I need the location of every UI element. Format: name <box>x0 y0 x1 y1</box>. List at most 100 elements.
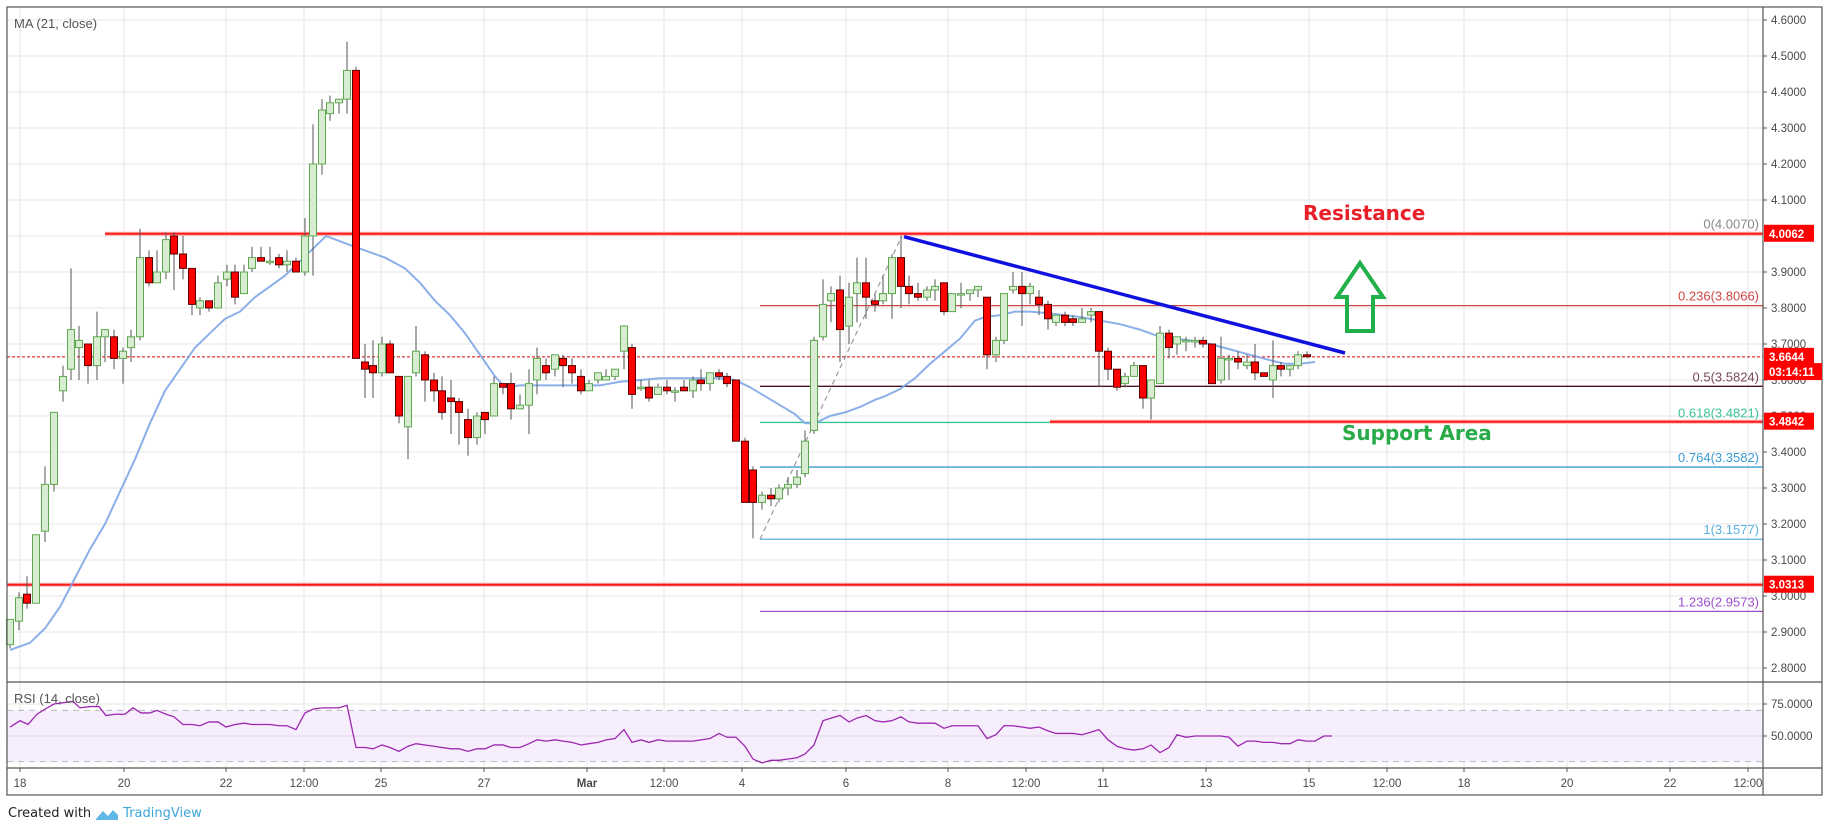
candle-up <box>32 534 40 604</box>
descending-trendline[interactable] <box>903 235 1346 355</box>
rsi-axis: 75.0000 50.0000 <box>1763 699 1813 743</box>
candle-up <box>801 440 809 475</box>
price-tick-label: 3.8000 <box>1771 303 1806 315</box>
candle-up <box>404 375 412 428</box>
candle-down <box>438 390 446 413</box>
price-tick-label: 3.3000 <box>1771 483 1806 495</box>
fib-level-label: 1(3.1577) <box>1703 522 1759 537</box>
candle-up <box>412 350 420 374</box>
candle-up <box>551 354 559 370</box>
candle-up <box>620 325 628 352</box>
price-tick-label: 4.1000 <box>1771 195 1806 207</box>
candlestick-series <box>6 41 1311 649</box>
candle-up <box>214 282 222 309</box>
candle-down <box>1208 343 1216 385</box>
candle-up <box>119 350 127 359</box>
price-tick-label: 3.0000 <box>1771 591 1806 603</box>
price-axis[interactable]: 4.6000 4.5000 4.4000 4.3000 4.2000 4.1000 3.90… <box>1763 15 1822 675</box>
candle-down <box>430 379 438 392</box>
candle-down <box>447 397 455 403</box>
price-badge-label: 03:14:11 <box>1769 367 1815 379</box>
candle-up <box>853 282 861 295</box>
candle-up <box>1217 357 1225 381</box>
fib-level-label: 0.5(3.5824) <box>1693 369 1760 384</box>
candle-up <box>162 239 170 273</box>
candle-down <box>369 365 377 374</box>
price-badge[interactable] <box>1764 347 1814 365</box>
rsi-polyline <box>9 700 1332 764</box>
time-axis[interactable]: 18 20 22 12:00 25 27 Mar 12:00 4 6 8 12:00 11 13 15 12:… <box>14 768 1763 790</box>
price-tick-label: 3.4000 <box>1771 447 1806 459</box>
candle-down <box>292 260 300 273</box>
candle-up <box>15 597 23 622</box>
time-tick-label: 20 <box>118 778 131 790</box>
resistance-label: Resistance <box>1303 201 1425 225</box>
time-tick-label: 25 <box>375 778 388 790</box>
candle-down <box>732 379 740 442</box>
candle-down <box>914 293 922 298</box>
candle-up <box>127 336 135 349</box>
time-tick-label: 12:00 <box>1734 778 1763 790</box>
footer-credit[interactable]: Created with TradingView <box>8 806 202 821</box>
price-badge[interactable] <box>1764 363 1822 381</box>
tradingview-logo-icon <box>96 809 119 820</box>
candle-down <box>697 379 705 385</box>
candle-down <box>1139 365 1147 399</box>
candle-down <box>871 300 879 305</box>
candle-down <box>542 365 550 374</box>
time-tick-label: 18 <box>14 778 27 790</box>
candle-down <box>1303 354 1311 358</box>
candle-down <box>257 257 265 262</box>
candle-down <box>680 386 688 392</box>
price-badge-label: 3.6644 <box>1769 352 1805 364</box>
candle-up <box>1052 314 1060 323</box>
time-tick-label: 27 <box>478 778 491 790</box>
candle-up <box>153 271 161 284</box>
candle-down <box>170 235 178 255</box>
fibonacci-retracement[interactable]: 0(4.0070) 0.236(3.8066) 0.5(3.5824) 0.618(3… <box>759 216 1763 613</box>
candle-up <box>594 372 602 381</box>
chart-frame <box>6 6 1823 796</box>
rsi-tick-label: 75.0000 <box>1771 699 1813 711</box>
trendline-segment[interactable] <box>903 235 1346 355</box>
price-badge[interactable] <box>1764 412 1814 430</box>
ma-indicator-label[interactable]: MA (21, close) <box>14 16 97 31</box>
candle-down <box>1104 350 1112 370</box>
price-badge[interactable] <box>1764 575 1814 593</box>
horizontal-levels[interactable] <box>7 231 1763 587</box>
candle-up <box>784 483 792 489</box>
time-tick-label: 11 <box>1097 778 1109 790</box>
time-tick-label: 4 <box>739 778 746 790</box>
candle-up <box>819 303 827 338</box>
candle-up <box>223 271 231 280</box>
candle-up <box>301 235 309 273</box>
fib-trend-line[interactable] <box>759 233 904 540</box>
time-tick-label: 12:00 <box>290 778 319 790</box>
tradingview-brand[interactable]: TradingView <box>123 806 202 821</box>
rsi-indicator-label[interactable]: RSI (14, close) <box>14 691 100 706</box>
candle-up <box>1294 354 1302 367</box>
up-arrow-icon <box>1333 259 1387 333</box>
candle-up <box>240 271 248 295</box>
candle-up <box>1078 318 1086 323</box>
candle-up <box>490 383 498 417</box>
chart-grid <box>7 7 1763 768</box>
candle-down <box>836 289 844 331</box>
candle-up <box>1000 293 1008 341</box>
candle-up <box>1156 332 1164 385</box>
candle-up <box>309 163 317 237</box>
fib-level-label: 1.236(2.9573) <box>1678 594 1759 609</box>
candle-up <box>957 293 965 296</box>
candle-down <box>1035 296 1043 305</box>
candle-up <box>671 390 679 393</box>
candle-up <box>689 379 697 392</box>
candle-up <box>318 109 326 165</box>
price-badge[interactable] <box>1764 224 1814 242</box>
candle-up <box>136 257 144 338</box>
candle-down <box>568 365 576 374</box>
candle-up <box>101 329 109 338</box>
candle-down <box>361 361 369 370</box>
candle-up <box>923 289 931 298</box>
candle-down <box>663 386 671 392</box>
